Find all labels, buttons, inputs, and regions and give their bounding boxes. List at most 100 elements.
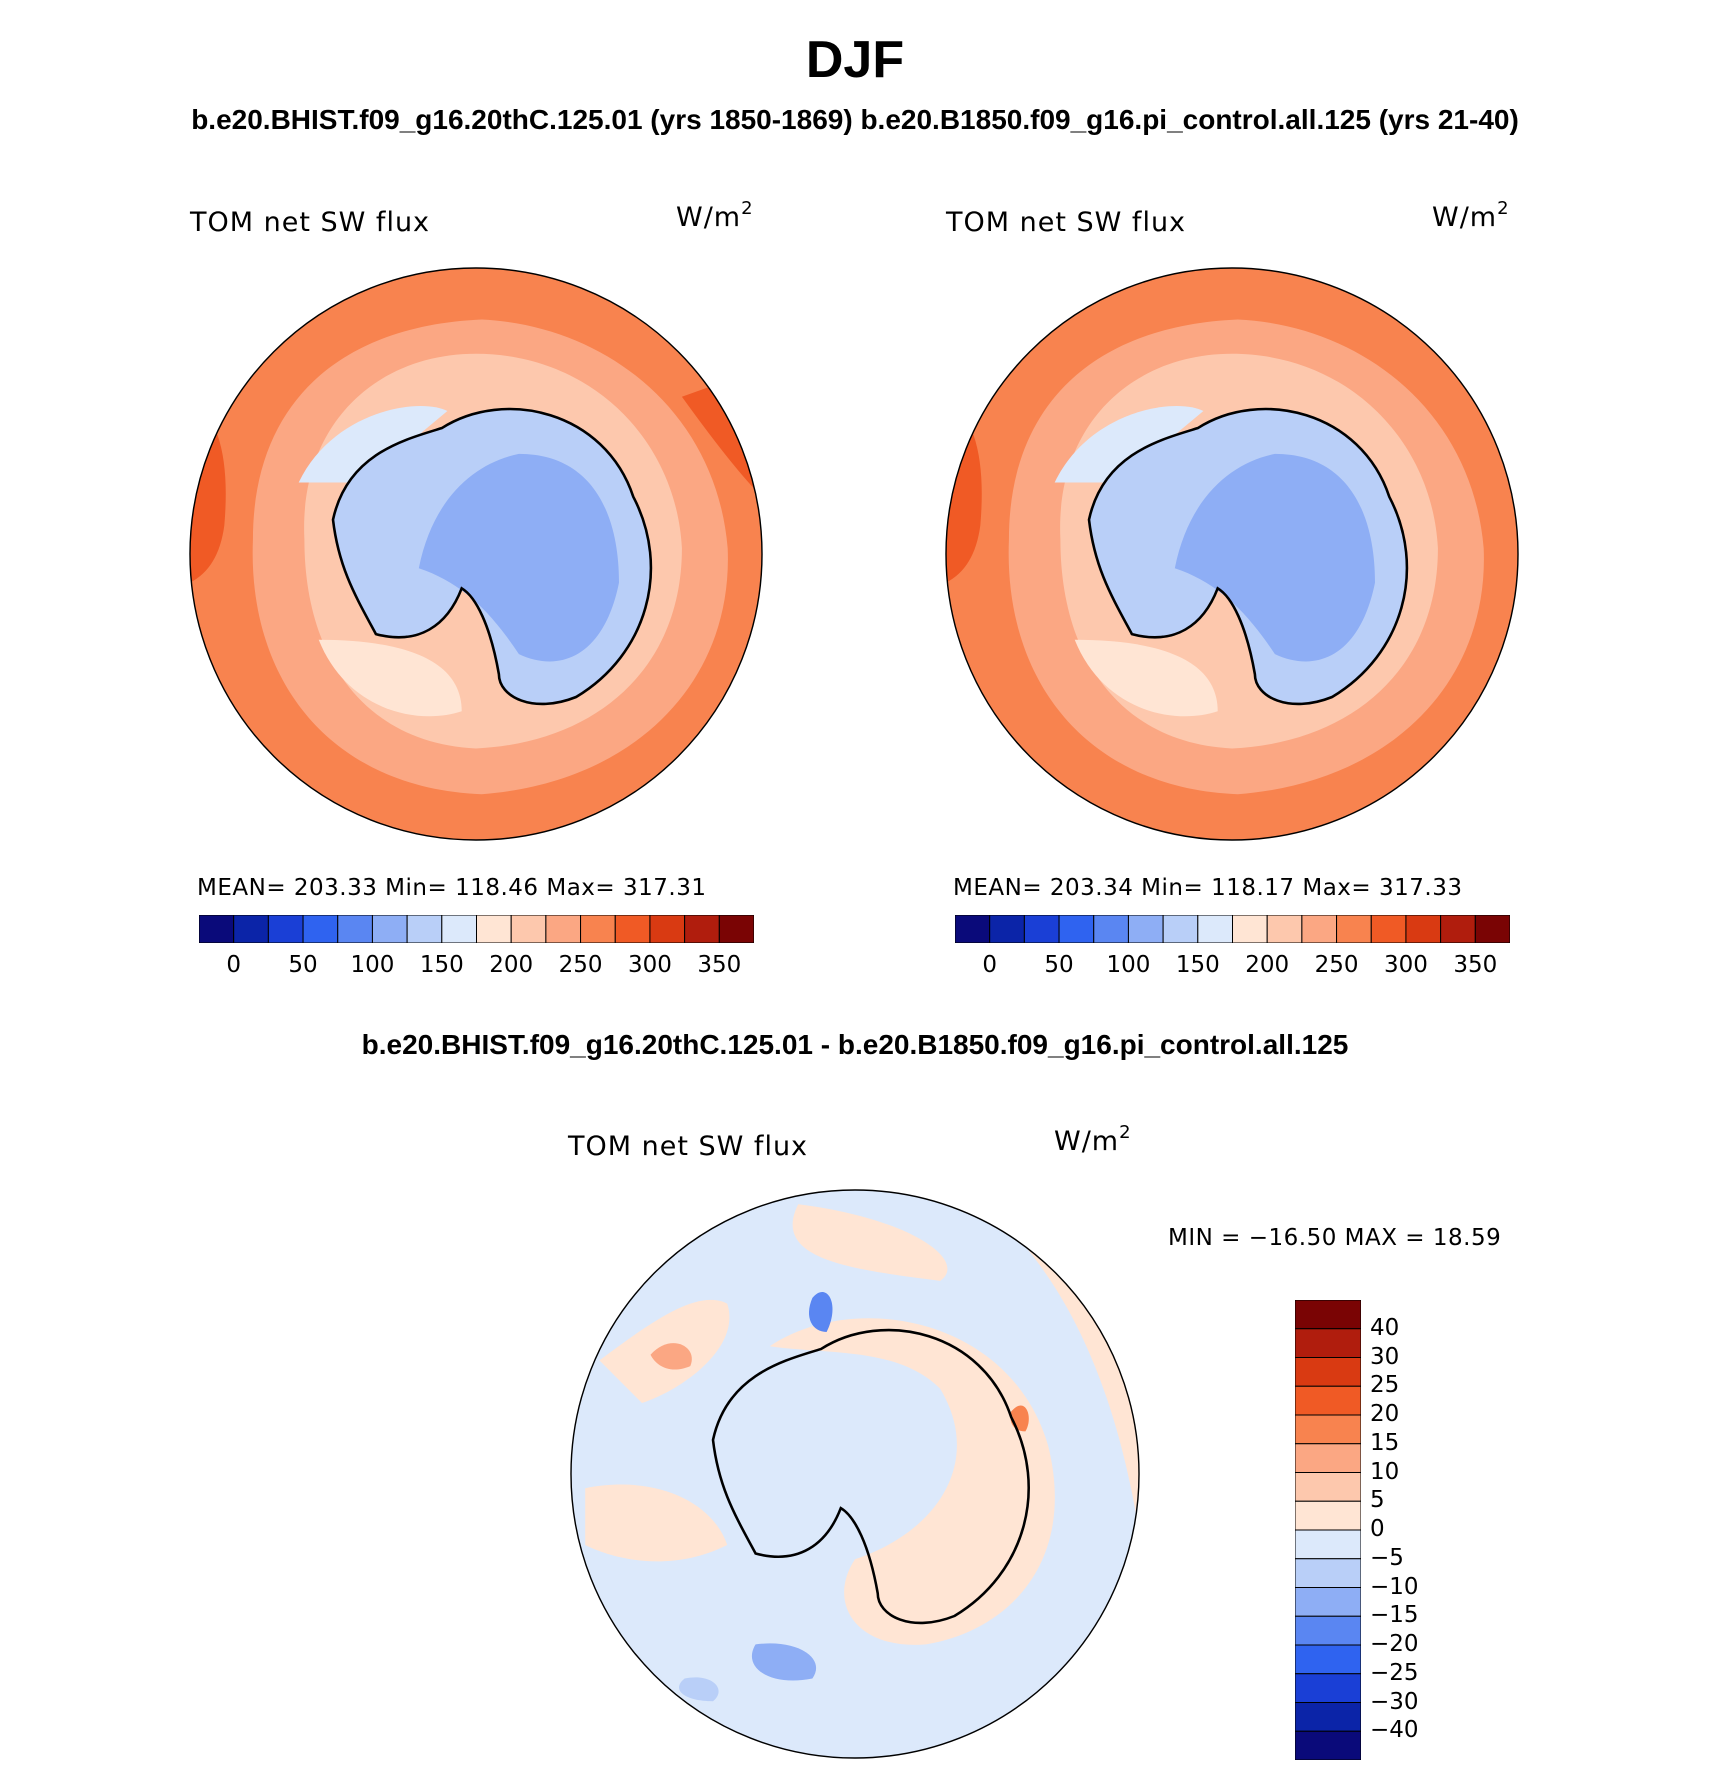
panel-diff-title: TOM net SW flux: [568, 1131, 809, 1162]
panel-hist-map: [189, 267, 763, 841]
colorbar-diff-tick-label: −25: [1370, 1659, 1419, 1686]
panel-pi-title: TOM net SW flux: [946, 207, 1187, 238]
colorbar-hist-ticks: 0 50 100 150 200 250 300 350: [199, 952, 754, 982]
colorbar-diff-tick-label: 5: [1370, 1487, 1385, 1514]
contour-band-low: [1054, 406, 1204, 483]
colorbar-hist-tick-label: 150: [419, 952, 464, 978]
map-boundary: [570, 1189, 1140, 1759]
colorbar-hist-swatch: [441, 915, 477, 943]
colorbar-diff-tick-label: 0: [1370, 1516, 1385, 1542]
colorbar-pi-tick-label: 250: [1314, 952, 1359, 978]
colorbar-diff-tick-label: −20: [1370, 1631, 1419, 1657]
colorbar-pi-swatch: [1301, 915, 1338, 943]
contour-band-low: [298, 406, 448, 483]
colorbar-hist-tick-label: 100: [350, 952, 395, 978]
colorbar-hist-swatch: [684, 915, 720, 943]
antarctica-interior: [418, 453, 619, 662]
difference-subtitle: b.e20.BHIST.f09_g16.20thC.125.01 - b.e20…: [361, 1029, 1349, 1060]
colorbar-diff-swatch: [1295, 1529, 1361, 1560]
colorbar-diff-tick-label: −40: [1370, 1717, 1419, 1744]
colorbar-pi-swatch: [1058, 915, 1095, 943]
colorbar-pi-swatch: [1023, 915, 1060, 943]
colorbar-hist-swatch: [545, 915, 582, 943]
colorbar-diff-swatch: [1295, 1385, 1361, 1416]
panel-hist-units: W/m2: [676, 198, 754, 233]
colorbar-diff-swatch: [1295, 1702, 1361, 1732]
colorbar-diff-tick-label: −15: [1370, 1602, 1419, 1629]
colorbar-hist-swatch: [649, 915, 686, 943]
contour-band-negative: [679, 1677, 719, 1702]
colorbar-diff: [1295, 1300, 1361, 1760]
colorbar-hist-tick-label: 350: [697, 952, 742, 978]
colorbar-pi-swatch: [1266, 915, 1303, 943]
colorbar-pi-swatch: [989, 915, 1025, 943]
colorbar-pi-swatch: [1370, 915, 1407, 943]
colorbar-pi-swatch: [1127, 915, 1164, 943]
colorbar-pi-tick-label: 0: [982, 952, 997, 978]
colorbar-hist-swatch: [233, 915, 269, 943]
antarctica-interior: [1174, 453, 1375, 662]
colorbar-hist-swatch: [718, 915, 754, 943]
figure-title: DJF: [805, 31, 905, 89]
contour-band-low: [1074, 639, 1218, 717]
contour-band-negative: [751, 1643, 817, 1681]
colorbar-pi: [955, 915, 1510, 943]
colorbar-hist-tick-label: 250: [558, 952, 603, 978]
panel-pi-units: W/m2: [1432, 198, 1510, 233]
colorbar-pi-tick-label: 300: [1383, 952, 1428, 978]
colorbar-diff-tick-label: −10: [1370, 1573, 1419, 1600]
colorbar-hist-swatch: [614, 915, 651, 943]
colorbar-diff-swatch: [1295, 1500, 1361, 1531]
colorbar-hist-tick-label: 0: [226, 952, 241, 978]
colorbar-pi-swatch: [955, 915, 991, 943]
colorbar-hist-tick-label: 200: [489, 952, 534, 978]
colorbar-diff-swatch: [1295, 1443, 1361, 1473]
panel-diff-map: [570, 1189, 1140, 1759]
colorbar-diff-ticks: 40 30 25 20 15 10 5 0 −5 −10 −15 −20 −25 −30 −40: [1370, 1300, 1450, 1760]
panel-hist-title: TOM net SW flux: [190, 207, 431, 238]
colorbar-diff-tick-label: 15: [1370, 1429, 1400, 1456]
colorbar-diff-swatch: [1295, 1558, 1361, 1588]
colorbar-hist-swatch: [302, 915, 339, 943]
panel-hist-stats: MEAN= 203.33 Min= 118.46 Max= 317.31: [197, 875, 707, 901]
colorbar-diff-swatch: [1295, 1357, 1361, 1387]
colorbar-pi-swatch: [1093, 915, 1129, 943]
panel-pi-stats: MEAN= 203.34 Min= 118.17 Max= 317.33: [953, 875, 1463, 901]
colorbar-diff-swatch: [1295, 1730, 1361, 1760]
contour-band-negative-strong: [809, 1292, 833, 1332]
colorbar-diff-swatch: [1295, 1328, 1361, 1358]
colorbar-diff-swatch: [1295, 1472, 1361, 1502]
figure-subtitle: b.e20.BHIST.f09_g16.20thC.125.01 (yrs 18…: [191, 104, 1519, 135]
colorbar-hist-swatch: [267, 915, 304, 943]
colorbar-hist-swatch: [476, 915, 512, 943]
contour-band-positive-strong: [650, 1343, 692, 1370]
colorbar-diff-tick-label: 40: [1370, 1314, 1400, 1341]
contour-band-positive: [585, 1484, 728, 1562]
colorbar-pi-tick-label: 100: [1106, 952, 1151, 978]
colorbar-diff-tick-label: 20: [1370, 1401, 1400, 1427]
colorbar-hist-tick-label: 300: [627, 952, 672, 978]
contour-band-positive: [792, 1204, 948, 1281]
colorbar-hist-tick-label: 50: [288, 952, 318, 978]
map-boundary: [189, 267, 763, 841]
contour-band-positive: [769, 1318, 1055, 1645]
colorbar-pi-tick-label: 200: [1245, 952, 1290, 978]
colorbar-pi-swatch: [1405, 915, 1442, 943]
antarctica-coastline: [711, 1328, 1030, 1625]
colorbar-diff-tick-label: −30: [1370, 1688, 1419, 1715]
colorbar-diff-tick-label: 30: [1370, 1343, 1400, 1370]
colorbar-hist-swatch: [199, 915, 235, 943]
colorbar-diff-tick-label: −5: [1370, 1544, 1404, 1571]
colorbar-pi-tick-label: 350: [1453, 952, 1498, 978]
colorbar-pi-swatch: [1474, 915, 1510, 943]
colorbar-diff-swatch: [1295, 1414, 1361, 1445]
colorbar-hist-swatch: [337, 915, 373, 943]
colorbar-pi-swatch: [1197, 915, 1233, 943]
panel-pi-map: [945, 267, 1519, 841]
map-boundary: [945, 267, 1519, 841]
colorbar-diff-swatch: [1295, 1300, 1361, 1330]
colorbar-diff-swatch: [1295, 1673, 1361, 1703]
colorbar-diff-tick-label: 10: [1370, 1458, 1400, 1485]
colorbar-pi-tick-label: 150: [1175, 952, 1220, 978]
antarctica-coastline: [331, 407, 653, 706]
